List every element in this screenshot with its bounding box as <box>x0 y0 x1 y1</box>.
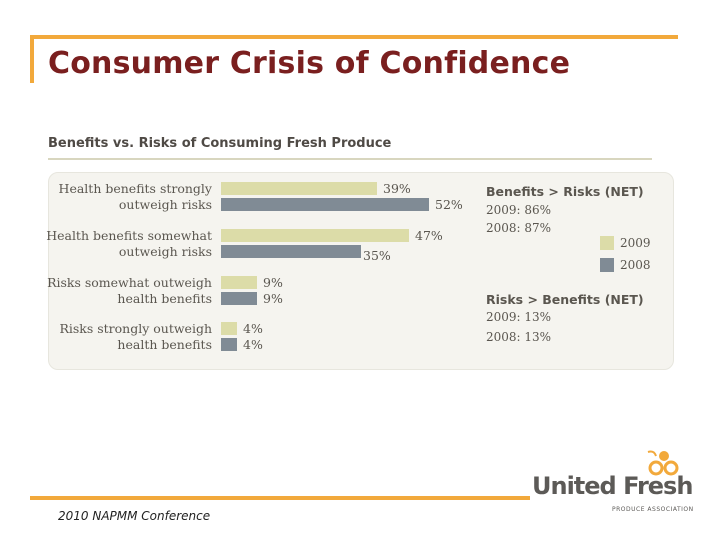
legend-swatch-2008 <box>600 258 614 272</box>
legend-swatch-2009 <box>600 236 614 250</box>
logo-wordmark: United Fresh <box>532 472 693 500</box>
logo-subtitle: PRODUCE ASSOCIATION <box>612 506 694 513</box>
footer-text: 2010 NAPMM Conference <box>58 509 211 523</box>
bar-2008-2 <box>221 245 361 258</box>
category-label-4-line-1: Risks strongly outweigh <box>59 321 212 336</box>
summary-benefits-2009: 2009: 86% <box>486 203 551 217</box>
category-label-3-line-1: Risks somewhat outweigh <box>47 275 212 290</box>
summary-benefits-heading: Benefits > Risks (NET) <box>486 184 644 199</box>
category-label-1-line-1: Health benefits strongly <box>59 181 213 196</box>
value-label-2009-3: 9% <box>263 275 283 290</box>
category-label-4-line-2: health benefits <box>117 337 212 352</box>
top-accent-rule <box>30 35 678 39</box>
bar-2008-1 <box>221 198 429 211</box>
left-accent-rule <box>30 35 34 83</box>
value-label-2008-3: 9% <box>263 291 283 306</box>
legend: 2009 2008 <box>600 236 651 272</box>
value-label-2009-1: 39% <box>383 181 411 196</box>
bar-2009-2 <box>221 229 409 242</box>
chart-title: Benefits vs. Risks of Consuming Fresh Pr… <box>48 136 392 151</box>
bar-2008-4 <box>221 338 237 351</box>
bottom-accent-rule <box>30 496 530 500</box>
bars-layer <box>221 182 429 351</box>
bar-2008-3 <box>221 292 257 305</box>
legend-label-2009: 2009 <box>620 236 651 250</box>
legend-label-2008: 2008 <box>620 258 651 272</box>
category-label-3-line-2: health benefits <box>117 291 212 306</box>
value-label-2008-4: 4% <box>243 337 263 352</box>
bar-2009-3 <box>221 276 257 289</box>
summary-block: Benefits > Risks (NET) 2009: 86% 2008: 8… <box>486 184 644 344</box>
value-label-2008-1: 52% <box>435 197 463 212</box>
summary-risks-2008: 2008: 13% <box>486 330 551 344</box>
united-fresh-logo: United Fresh PRODUCE ASSOCIATION <box>528 446 693 521</box>
bar-2009-4 <box>221 322 237 335</box>
summary-risks-2009: 2009: 13% <box>486 310 551 324</box>
value-label-2009-2: 47% <box>415 228 443 243</box>
summary-risks-heading: Risks > Benefits (NET) <box>486 292 644 307</box>
category-label-2-line-2: outweigh risks <box>119 244 212 259</box>
value-label-2008-2: 35% <box>363 248 391 263</box>
slide-title: Consumer Crisis of Confidence <box>48 46 571 81</box>
logo-mark-icon <box>647 450 679 476</box>
category-label-1-line-2: outweigh risks <box>119 197 212 212</box>
value-label-2009-4: 4% <box>243 321 263 336</box>
value-labels: 39%52%47%35%9%9%4%4% <box>243 181 463 352</box>
chart-title-underline <box>48 158 652 160</box>
bar-2009-1 <box>221 182 377 195</box>
category-label-2-line-1: Health benefits somewhat <box>46 228 212 243</box>
summary-benefits-2008: 2008: 87% <box>486 221 551 235</box>
